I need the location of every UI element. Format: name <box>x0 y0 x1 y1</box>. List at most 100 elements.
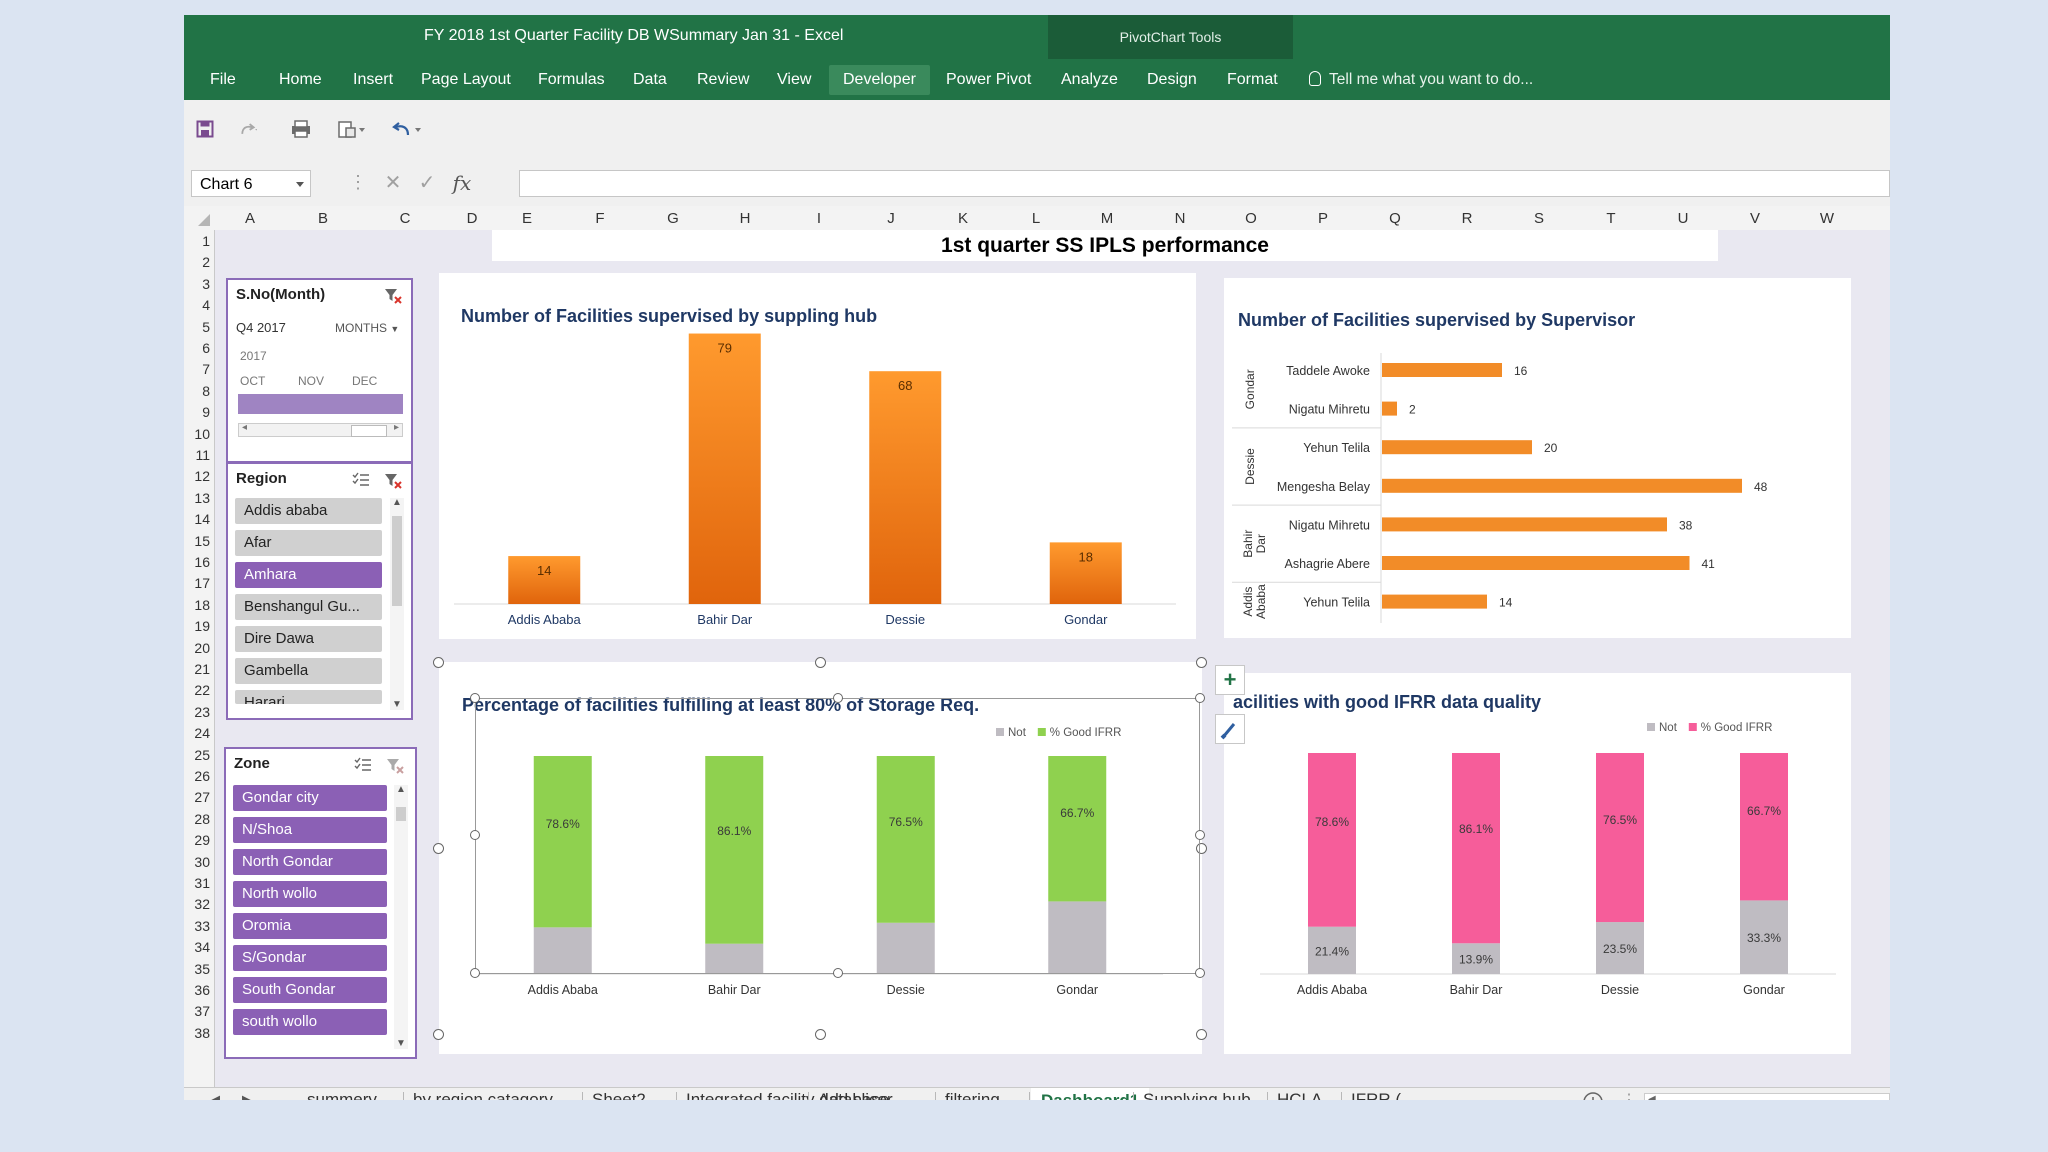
slicer-item[interactable]: Dire Dawa <box>235 626 382 652</box>
row-header[interactable]: 8 <box>202 382 210 399</box>
tell-me-box[interactable]: Tell me what you want to do... <box>1309 59 1533 100</box>
row-header[interactable]: 28 <box>194 810 210 827</box>
row-header[interactable]: 19 <box>194 618 210 635</box>
sheet-tab[interactable]: HCLA <box>1277 1090 1323 1100</box>
zone-slicer[interactable]: Zone Gondar city N/Shoa North Gondar North … <box>224 747 417 1059</box>
slicer-item[interactable]: Amhara <box>235 562 382 588</box>
column-header[interactable]: J <box>887 210 895 227</box>
slicer-item[interactable]: Addis ababa <box>235 498 382 524</box>
print-icon[interactable] <box>290 120 312 138</box>
row-header[interactable]: 15 <box>194 532 210 549</box>
sheet-tab[interactable]: IFRR (... <box>1351 1090 1416 1100</box>
row-header[interactable]: 6 <box>202 340 210 356</box>
tab-analyze[interactable]: Analyze <box>1061 71 1118 88</box>
chart-elements-icon[interactable]: + <box>1215 665 1245 695</box>
save-icon[interactable] <box>196 120 214 138</box>
multi-select-icon[interactable] <box>354 757 372 773</box>
column-header[interactable]: E <box>521 210 533 227</box>
row-header[interactable]: 27 <box>194 789 210 806</box>
column-header[interactable]: S <box>1533 210 1545 227</box>
sheet-tab[interactable]: summery <box>307 1090 377 1100</box>
scroll-left-icon[interactable]: ◀ <box>1648 1094 1656 1100</box>
plot-handle[interactable] <box>1195 830 1205 840</box>
multi-select-icon[interactable] <box>352 472 370 488</box>
slicer-item[interactable]: Gambella <box>235 658 382 684</box>
tab-developer[interactable]: Developer <box>829 65 930 95</box>
chart-supplying-hub[interactable]: Number of Facilities supervised by suppl… <box>439 273 1196 639</box>
column-header[interactable]: I <box>816 210 822 227</box>
slicer-item[interactable]: S/Gondar <box>233 945 387 971</box>
resize-handle[interactable] <box>433 843 444 854</box>
chart-ifrr[interactable]: acilities with good IFRR data quality No… <box>1224 673 1851 1054</box>
row-header[interactable]: 3 <box>202 275 210 292</box>
name-box[interactable]: Chart 6 <box>191 170 311 197</box>
column-header[interactable]: H <box>739 210 751 227</box>
sheet-tab[interactable]: by region catagory <box>413 1090 553 1100</box>
plot-handle[interactable] <box>470 968 480 978</box>
row-header[interactable]: 14 <box>194 511 210 528</box>
plot-handle[interactable] <box>1195 968 1205 978</box>
slicer-item[interactable]: South Gondar <box>233 977 387 1003</box>
row-header[interactable]: 7 <box>202 361 210 378</box>
slicer-item[interactable]: Benshangul Gu... <box>235 594 382 620</box>
row-header[interactable]: 4 <box>202 297 210 314</box>
chart-supervisor[interactable]: Number of Facilities supervised by Super… <box>1224 278 1851 638</box>
chevron-down-icon[interactable] <box>296 182 304 187</box>
row-header[interactable]: 17 <box>194 575 210 592</box>
column-header[interactable]: F <box>595 210 605 227</box>
plot-handle[interactable] <box>1195 693 1205 703</box>
plot-handle[interactable] <box>833 968 843 978</box>
column-header[interactable]: Q <box>1389 210 1401 227</box>
tab-power-pivot[interactable]: Power Pivot <box>946 71 1032 88</box>
zone-scrollbar[interactable]: ▲ ▼ <box>394 784 408 1049</box>
function-icon[interactable]: fx <box>452 171 472 195</box>
column-header[interactable]: R <box>1461 210 1473 227</box>
chart-styles-icon[interactable] <box>1215 714 1245 744</box>
select-all-icon[interactable] <box>198 214 210 226</box>
slicer-item[interactable]: North wollo <box>233 881 387 907</box>
row-header[interactable]: 10 <box>194 425 210 442</box>
plot-handle[interactable] <box>470 830 480 840</box>
column-header[interactable]: U <box>1677 210 1689 227</box>
filter-clear-icon[interactable] <box>384 287 402 305</box>
row-header[interactable]: 31 <box>194 875 210 891</box>
row-header[interactable]: 24 <box>194 725 210 742</box>
sheet-tab[interactable]: Integrated facility database <box>686 1090 890 1100</box>
chart-storage[interactable]: Percentage of facilities fulfilling at l… <box>439 662 1202 1054</box>
timeline-selection-bar[interactable] <box>238 394 403 414</box>
column-header[interactable]: P <box>1317 210 1329 227</box>
column-header[interactable]: L <box>1031 210 1041 227</box>
scroll-down-icon[interactable]: ▼ <box>396 1038 406 1049</box>
slicer-item[interactable]: south wollo <box>233 1009 387 1035</box>
slicer-item[interactable]: Gondar city <box>233 785 387 811</box>
column-header[interactable]: C <box>399 210 411 227</box>
row-header[interactable]: 11 <box>195 447 210 463</box>
scroll-left-icon[interactable]: ◂ <box>242 422 248 433</box>
resize-handle[interactable] <box>1196 843 1207 854</box>
scroll-up-icon[interactable]: ▲ <box>396 784 406 795</box>
scroll-thumb[interactable] <box>351 425 387 437</box>
row-header[interactable]: 32 <box>194 896 210 913</box>
tab-view[interactable]: View <box>777 71 812 88</box>
enter-icon[interactable]: ✓ <box>418 172 436 194</box>
formula-input[interactable] <box>519 170 1890 197</box>
tab-file[interactable]: File <box>210 71 236 88</box>
row-header[interactable]: 22 <box>194 682 210 699</box>
timeline-level-select[interactable]: MONTHS ▼ <box>335 321 399 335</box>
tab-split-icon[interactable]: ⋮ <box>1621 1090 1637 1100</box>
slicer-item[interactable]: Afar <box>235 530 382 556</box>
undo-icon[interactable] <box>390 120 424 138</box>
row-header[interactable]: 9 <box>202 404 210 421</box>
row-header[interactable]: 2 <box>202 254 210 271</box>
row-header[interactable]: 36 <box>194 982 210 998</box>
horizontal-scrollbar[interactable]: ◀ <box>1644 1093 1890 1100</box>
region-scrollbar[interactable]: ▲ ▼ <box>390 497 404 710</box>
row-header[interactable]: 33 <box>194 917 210 934</box>
column-header[interactable]: T <box>1606 210 1616 227</box>
column-header[interactable]: M <box>1100 210 1114 227</box>
sheet-tab[interactable]: Sheet2 <box>592 1090 646 1100</box>
row-header[interactable]: 35 <box>194 960 210 977</box>
row-header[interactable]: 23 <box>194 703 210 720</box>
column-header[interactable]: K <box>957 210 969 227</box>
scroll-up-icon[interactable]: ▲ <box>392 497 402 508</box>
